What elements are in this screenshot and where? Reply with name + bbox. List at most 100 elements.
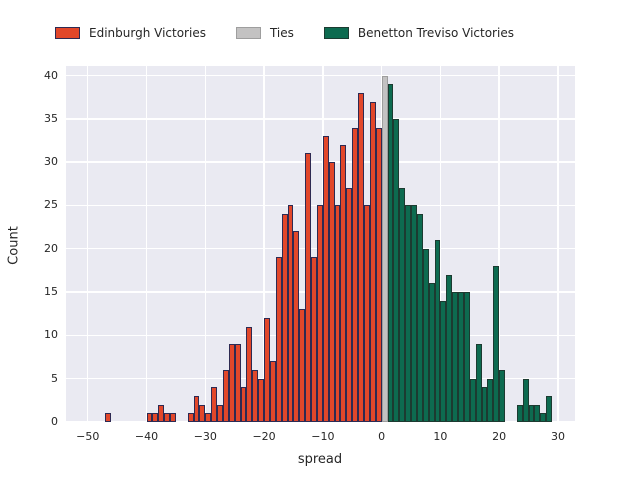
histogram-bar: [322, 136, 329, 422]
histogram-bar: [275, 257, 282, 422]
histogram-bar: [475, 344, 482, 422]
histogram-bar: [411, 205, 417, 422]
legend-label: Ties: [269, 26, 294, 40]
histogram-bar: [228, 344, 235, 422]
legend-swatch: [323, 27, 349, 39]
histogram-bar: [399, 188, 406, 422]
histogram-bar: [428, 283, 435, 422]
histogram-bar: [363, 205, 370, 422]
gridline-vertical: [380, 66, 383, 422]
histogram-bar: [358, 92, 364, 422]
y-tick-label: 20: [44, 241, 58, 255]
y-tick-label: 15: [44, 285, 58, 299]
y-tick-label: 30: [44, 155, 58, 169]
histogram-bar: [170, 413, 176, 422]
histogram-bar: [334, 205, 341, 422]
histogram-bar: [299, 309, 306, 422]
plot-area: [66, 66, 575, 423]
histogram-bar: [375, 127, 382, 422]
legend-swatch: [55, 27, 80, 39]
histogram-bar: [193, 396, 200, 422]
histogram-bar: [305, 153, 312, 422]
x-tick-label: 30: [550, 430, 565, 443]
histogram-bar: [516, 404, 523, 422]
legend-item: Ties: [235, 26, 294, 40]
histogram-bar: [440, 300, 447, 422]
x-tick-label: −50: [76, 430, 100, 443]
x-tick-label: 20: [492, 430, 507, 443]
histogram-bar: [352, 127, 359, 422]
histogram-bar: [146, 413, 153, 422]
histogram-bar: [269, 361, 276, 422]
histogram-bar: [246, 326, 253, 422]
histogram-bar: [281, 214, 288, 422]
gridline-vertical: [263, 66, 265, 422]
gridline-vertical: [204, 66, 206, 422]
y-tick-label: 0: [51, 415, 58, 428]
histogram-bar: [152, 413, 159, 422]
histogram-bar: [446, 274, 453, 422]
histogram-bar: [405, 205, 411, 422]
histogram-bar: [546, 396, 553, 422]
histogram-bar: [469, 378, 476, 422]
histogram-bar: [487, 378, 494, 422]
x-axis-label: spread: [297, 452, 343, 467]
legend-item: Benetton Treviso Victories: [323, 26, 514, 40]
histogram-bar: [264, 318, 270, 422]
histogram-bar: [458, 292, 464, 422]
histogram-bar: [434, 240, 441, 422]
histogram-bar: [158, 404, 165, 422]
gridline-vertical: [87, 66, 89, 422]
y-tick-label: 40: [44, 68, 58, 82]
histogram-bar: [422, 248, 429, 422]
gridline-horizontal: [66, 74, 575, 77]
gridline-horizontal: [66, 204, 575, 207]
x-tick-label: −30: [193, 430, 217, 443]
histogram-bar: [528, 404, 535, 422]
histogram-bar: [463, 292, 470, 422]
legend-item: Edinburgh Victories: [55, 26, 206, 40]
histogram-bar: [293, 231, 300, 422]
histogram-bar: [164, 413, 171, 422]
x-tick-label: −40: [134, 430, 159, 443]
y-tick-label: 10: [44, 328, 58, 342]
x-tick-label: 0: [378, 430, 386, 443]
histogram-bar: [287, 205, 294, 422]
legend-label: Benetton Treviso Victories: [357, 26, 514, 40]
legend-swatch: [235, 27, 261, 39]
histogram-bar: [328, 162, 335, 422]
x-tick-label: −20: [252, 430, 276, 443]
gridline-vertical: [145, 66, 148, 422]
histogram-bar: [340, 144, 347, 422]
chart-legend: Edinburgh Victories Ties Benetton Treviso …: [55, 26, 514, 40]
histogram-bar: [222, 370, 229, 422]
histogram-bar: [205, 413, 212, 422]
histogram-bar: [381, 75, 388, 422]
histogram-bar: [534, 404, 541, 422]
histogram-bar: [369, 101, 376, 422]
histogram-bar: [387, 84, 394, 422]
histogram-bar: [522, 378, 529, 422]
histogram-bar: [499, 370, 506, 422]
histogram-bar: [105, 413, 112, 422]
gridline-horizontal: [66, 161, 575, 163]
y-tick-label: 5: [51, 371, 58, 385]
histogram-bar: [211, 387, 218, 422]
y-tick-label: 35: [44, 111, 58, 125]
gridline-vertical: [498, 66, 500, 422]
histogram-bar: [346, 188, 353, 422]
histogram-bar: [199, 404, 206, 422]
y-axis-label: Count: [6, 226, 22, 265]
histogram-bar: [252, 370, 259, 422]
histogram-bar: [416, 214, 423, 422]
x-tick-label: −10: [311, 430, 335, 443]
histogram-bar: [481, 387, 488, 422]
histogram-bar: [393, 118, 400, 422]
histogram-bar: [493, 266, 500, 422]
x-tick-label: 10: [433, 430, 448, 443]
y-tick-label: 25: [44, 198, 58, 212]
histogram-bar: [234, 344, 241, 422]
histogram-bar: [187, 413, 194, 422]
histogram-bar: [540, 413, 547, 422]
